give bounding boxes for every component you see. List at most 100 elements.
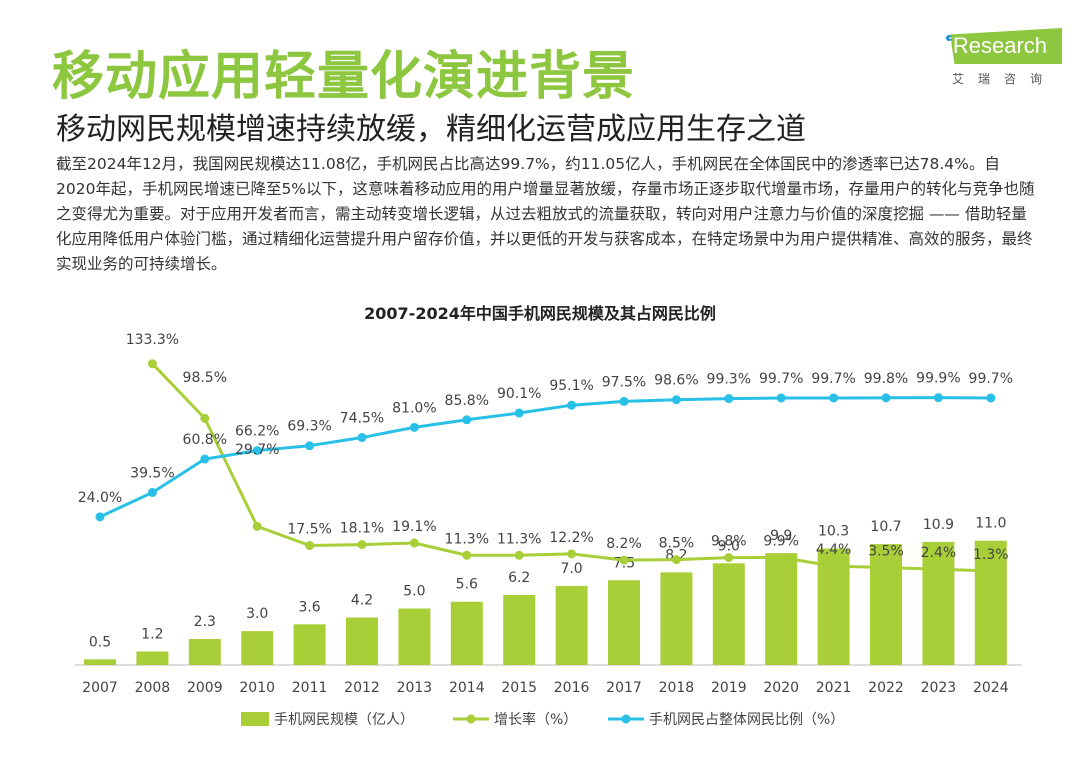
- iresearch-logo: iResearch 艾瑞咨询: [940, 28, 1065, 88]
- growth-rate-point-2020: [776, 552, 786, 562]
- bar-2022: [870, 544, 902, 665]
- growth-rate-point-2015: [514, 550, 524, 560]
- legend-share-swatch-dot: [621, 714, 631, 724]
- bar-2016: [555, 585, 588, 665]
- bar-label-2024: 11.0: [975, 516, 1006, 532]
- growth-label-2019: 9.8%: [711, 534, 747, 550]
- growth-rate-point-2017: [619, 555, 629, 565]
- x-tick-2013: 2013: [397, 680, 433, 696]
- mobile-share-point-2018: [671, 395, 681, 405]
- share-label-2024: 99.7%: [969, 371, 1013, 387]
- growth-rate-point-2012: [357, 540, 367, 550]
- bar-2017: [608, 580, 640, 665]
- share-label-2021: 99.7%: [811, 371, 855, 387]
- bar-label-2020: 9.9: [770, 528, 792, 544]
- growth-label-2018: 8.5%: [659, 536, 695, 552]
- share-label-2009: 60.8%: [183, 432, 227, 448]
- bar-2024: [974, 540, 1007, 665]
- x-tick-2010: 2010: [239, 680, 275, 696]
- share-label-2017: 97.5%: [602, 374, 646, 390]
- share-label-2012: 74.5%: [340, 411, 384, 427]
- growth-rate-point-2014: [462, 550, 472, 560]
- bar-label-2021: 10.3: [818, 524, 849, 540]
- growth-rate-point-2023: [933, 564, 943, 574]
- x-tick-2015: 2015: [501, 680, 537, 696]
- mobile-share-point-2015: [514, 408, 524, 418]
- body-paragraph: 截至2024年12月，我国网民规模达11.08亿，手机网民占比高达99.7%，约…: [56, 155, 1035, 273]
- mobile-share-point-2016: [567, 400, 577, 410]
- bar-2008: [136, 651, 169, 665]
- growth-label-2023: 2.4%: [921, 545, 957, 561]
- bar-2011: [293, 624, 326, 665]
- share-label-2023: 99.9%: [916, 371, 960, 387]
- growth-rate-point-2022: [881, 563, 891, 573]
- bar-2007: [84, 659, 116, 665]
- logo-dot-icon: [946, 35, 952, 41]
- growth-label-2009: 98.5%: [183, 370, 227, 386]
- bar-2019: [712, 563, 745, 665]
- chart-title: 2007-2024年中国手机网民规模及其占网民比例: [364, 304, 716, 323]
- growth-label-2008: 133.3%: [126, 332, 179, 348]
- share-label-2013: 81.0%: [392, 400, 436, 416]
- x-tick-2007: 2007: [82, 680, 118, 696]
- x-tick-2024: 2024: [973, 680, 1009, 696]
- mobile-share-point-2010: [252, 446, 262, 456]
- bar-2020: [765, 553, 798, 665]
- growth-rate-point-2013: [409, 538, 419, 548]
- share-label-2019: 99.3%: [707, 372, 751, 388]
- mobile-share-point-2012: [357, 433, 367, 443]
- growth-rate-point-2008: [147, 359, 157, 369]
- share-label-2007: 24.0%: [78, 490, 122, 506]
- bar-label-2023: 10.9: [923, 517, 954, 533]
- bar-label-2013: 5.0: [403, 584, 425, 600]
- x-tick-2022: 2022: [868, 680, 904, 696]
- mobile-share-point-2021: [829, 393, 839, 403]
- x-tick-2016: 2016: [554, 680, 590, 696]
- mobile-share-point-2007: [95, 512, 105, 522]
- bar-label-2011: 3.6: [298, 599, 320, 615]
- growth-rate-point-2011: [305, 541, 315, 551]
- x-tick-2017: 2017: [606, 680, 642, 696]
- share-label-2020: 99.7%: [759, 371, 803, 387]
- growth-label-2022: 3.5%: [868, 544, 904, 560]
- mobile-share-point-2020: [776, 393, 786, 403]
- bar-2010: [241, 631, 274, 665]
- x-tick-2018: 2018: [659, 680, 695, 696]
- legend-bar-label: 手机网民规模（亿人）: [274, 712, 414, 728]
- share-label-2014: 85.8%: [445, 393, 489, 409]
- mobile-share-point-2011: [305, 441, 315, 451]
- bar-2013: [398, 608, 431, 665]
- mobile-share-point-2024: [986, 393, 996, 403]
- legend-growth-swatch-dot: [466, 714, 476, 724]
- growth-label-2010: 29.7%: [235, 442, 279, 458]
- page-title: 移动应用轻量化演进背景: [52, 47, 636, 107]
- mobile-share-point-2008: [147, 487, 157, 497]
- mobile-share-point-2019: [724, 394, 734, 404]
- bar-label-2009: 2.3: [194, 614, 216, 630]
- share-label-2008: 39.5%: [130, 465, 174, 481]
- x-tick-2023: 2023: [921, 680, 957, 696]
- x-tick-2008: 2008: [135, 680, 171, 696]
- growth-label-2015: 11.3%: [497, 531, 541, 547]
- growth-rate-point-2009: [200, 413, 210, 423]
- growth-label-2014: 11.3%: [445, 531, 489, 547]
- legend-share-label: 手机网民占整体网民比例（%）: [649, 712, 844, 728]
- mobile-share-point-2023: [933, 393, 943, 403]
- share-label-2022: 99.8%: [864, 371, 908, 387]
- bar-label-2015: 6.2: [508, 570, 530, 586]
- share-label-2016: 95.1%: [549, 378, 593, 394]
- mobile-share-point-2014: [462, 415, 472, 425]
- x-tick-2021: 2021: [816, 680, 852, 696]
- bar-label-2007: 0.5: [89, 634, 111, 650]
- mobile-share-point-2013: [409, 422, 419, 432]
- bar-label-2008: 1.2: [141, 626, 163, 642]
- growth-rate-point-2024: [986, 566, 996, 576]
- x-tick-2011: 2011: [292, 680, 328, 696]
- growth-rate-point-2021: [829, 561, 839, 571]
- growth-label-2021: 4.4%: [816, 542, 852, 558]
- growth-label-2024: 1.3%: [973, 547, 1009, 563]
- growth-rate-point-2018: [671, 555, 681, 565]
- bar-2023: [922, 541, 955, 665]
- x-tick-2009: 2009: [187, 680, 223, 696]
